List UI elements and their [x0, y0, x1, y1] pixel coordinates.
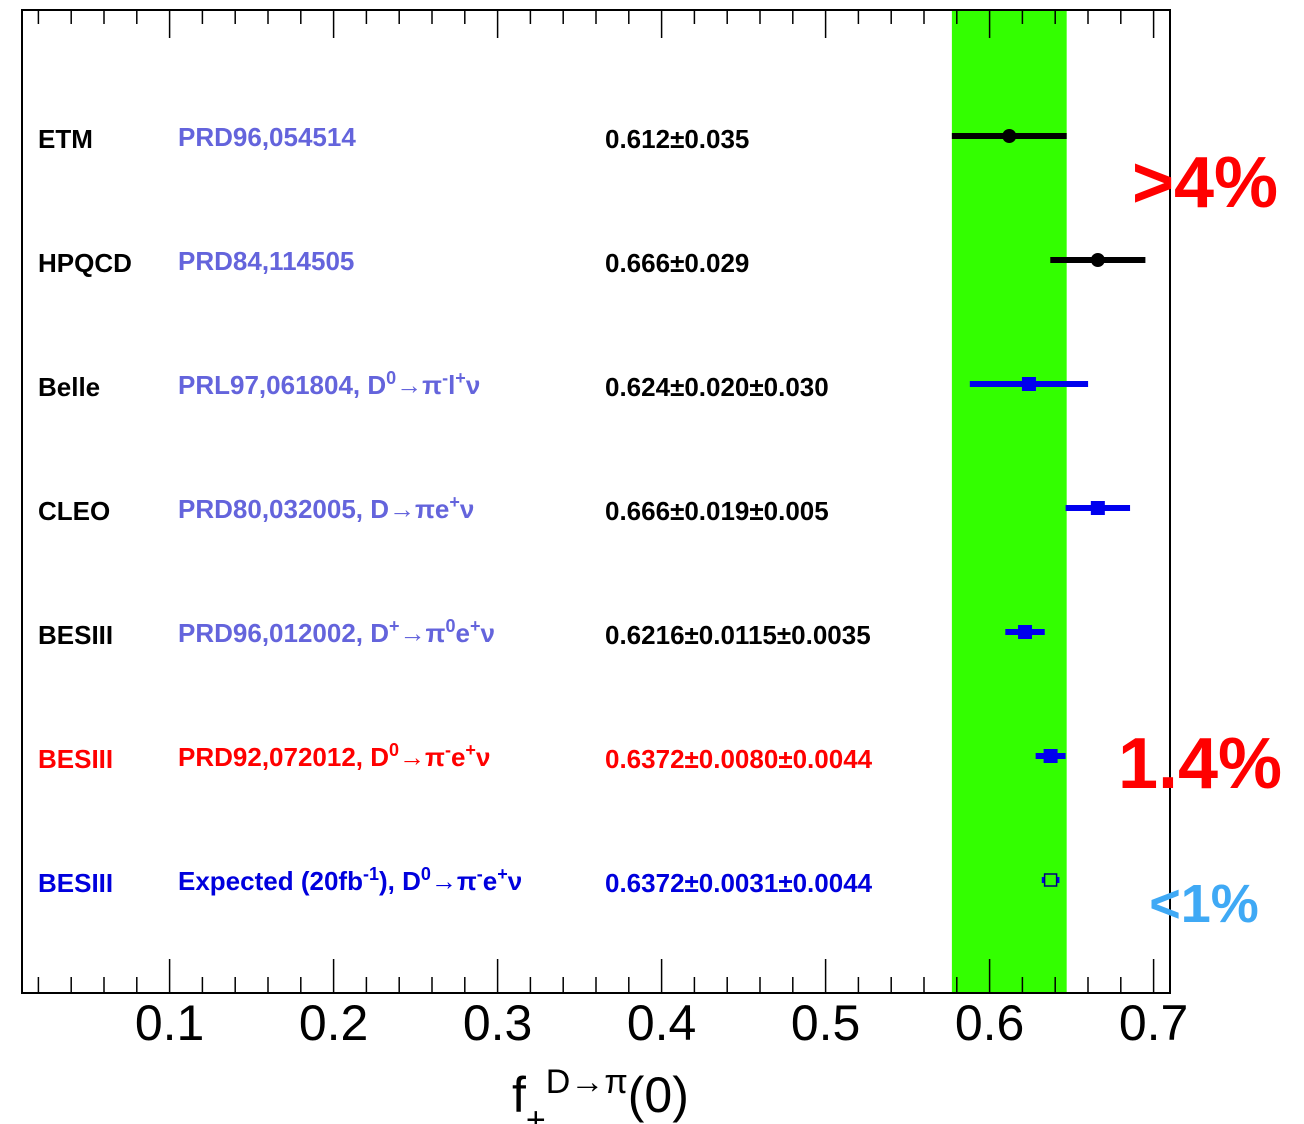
- x-tick-label: 0.1: [135, 995, 205, 1051]
- row-reference: Expected (20fb-1), D0→π-e+ν: [178, 864, 522, 896]
- superscript: -1: [363, 864, 379, 884]
- superscript: 0: [389, 740, 399, 760]
- text-segment: ν: [508, 866, 522, 896]
- row-name: ETM: [38, 124, 93, 154]
- row-reference: PRD92,072012, D0→π-e+ν: [178, 740, 490, 772]
- text-segment: PRL97,061804, D: [178, 370, 386, 400]
- text-segment: →π: [399, 742, 445, 772]
- text-segment: l: [448, 370, 455, 400]
- superscript: 0: [386, 368, 396, 388]
- annotation: 1.4%: [1118, 724, 1282, 804]
- row-name: CLEO: [38, 496, 110, 526]
- text-segment: ν: [476, 742, 490, 772]
- row-value-label: 0.666±0.019±0.005: [605, 496, 829, 526]
- superscript: 0: [421, 864, 431, 884]
- x-tick-label: 0.3: [463, 995, 533, 1051]
- text-segment: →π: [396, 370, 442, 400]
- marker: [1002, 129, 1017, 143]
- row-name: BESIII: [38, 620, 113, 650]
- text-segment: PRD96,054514: [178, 122, 356, 152]
- row-name: HPQCD: [38, 248, 132, 278]
- row-value-label: 0.624±0.020±0.030: [605, 372, 829, 402]
- superscript: +: [497, 864, 508, 884]
- row-reference: PRD96,054514: [178, 122, 356, 152]
- row-name: BESIII: [38, 868, 113, 898]
- row-value-label: 0.6372±0.0031±0.0044: [605, 868, 873, 898]
- superscript: D→π: [546, 1063, 628, 1101]
- text-segment: f: [512, 1067, 526, 1123]
- x-tick-label: 0.7: [1119, 995, 1189, 1051]
- row-value-label: 0.6372±0.0080±0.0044: [605, 744, 873, 774]
- row-value-label: 0.6216±0.0115±0.0035: [605, 620, 871, 650]
- subscript: +: [526, 1101, 546, 1124]
- superscript: +: [449, 492, 460, 512]
- row-reference: PRD84,114505: [178, 246, 354, 276]
- text-segment: PRD80,032005, D→πe: [178, 494, 449, 524]
- text-segment: PRD96,012002, D: [178, 618, 389, 648]
- superscript: -: [442, 368, 448, 388]
- superscript: +: [465, 740, 476, 760]
- text-segment: (0): [628, 1067, 689, 1123]
- marker: [1090, 253, 1105, 267]
- text-segment: e: [451, 742, 465, 772]
- row-reference: PRD96,012002, D+→π0e+ν: [178, 616, 495, 648]
- superscript: 0: [445, 616, 455, 636]
- text-segment: e: [483, 866, 497, 896]
- row-name: BESIII: [38, 744, 113, 774]
- row-name: Belle: [38, 372, 100, 402]
- marker: [1043, 749, 1058, 763]
- text-segment: PRD92,072012, D: [178, 742, 389, 772]
- x-axis-title: f+D→π(0): [512, 1063, 689, 1124]
- marker: [1018, 625, 1033, 639]
- row-value-label: 0.666±0.029: [605, 248, 749, 278]
- x-tick-label: 0.2: [299, 995, 369, 1051]
- annotation: <1%: [1149, 874, 1259, 934]
- x-tick-label: 0.6: [955, 995, 1025, 1051]
- text-segment: e: [455, 618, 469, 648]
- superscript: -: [477, 864, 483, 884]
- text-segment: ), D: [379, 866, 421, 896]
- row-reference: PRL97,061804, D0→π-l+ν: [178, 368, 480, 400]
- text-segment: PRD84,114505: [178, 246, 354, 276]
- superscript: +: [470, 616, 481, 636]
- annotation: >4%: [1132, 143, 1278, 223]
- band: [951, 10, 1067, 993]
- x-tick-label: 0.4: [627, 995, 697, 1051]
- row-reference: PRD80,032005, D→πe+ν: [178, 492, 474, 524]
- text-segment: Expected (20fb: [178, 866, 363, 896]
- marker: [1090, 501, 1105, 515]
- x-tick-label: 0.5: [791, 995, 861, 1051]
- superscript: +: [389, 616, 400, 636]
- superscript: -: [445, 740, 451, 760]
- text-segment: →π: [400, 618, 446, 648]
- marker: [1021, 377, 1036, 391]
- marker: [1043, 873, 1058, 887]
- row-value-label: 0.612±0.035: [605, 124, 749, 154]
- text-segment: →π: [431, 866, 477, 896]
- superscript: +: [455, 368, 466, 388]
- text-segment: ν: [460, 494, 474, 524]
- text-segment: ν: [466, 370, 480, 400]
- text-segment: ν: [480, 618, 494, 648]
